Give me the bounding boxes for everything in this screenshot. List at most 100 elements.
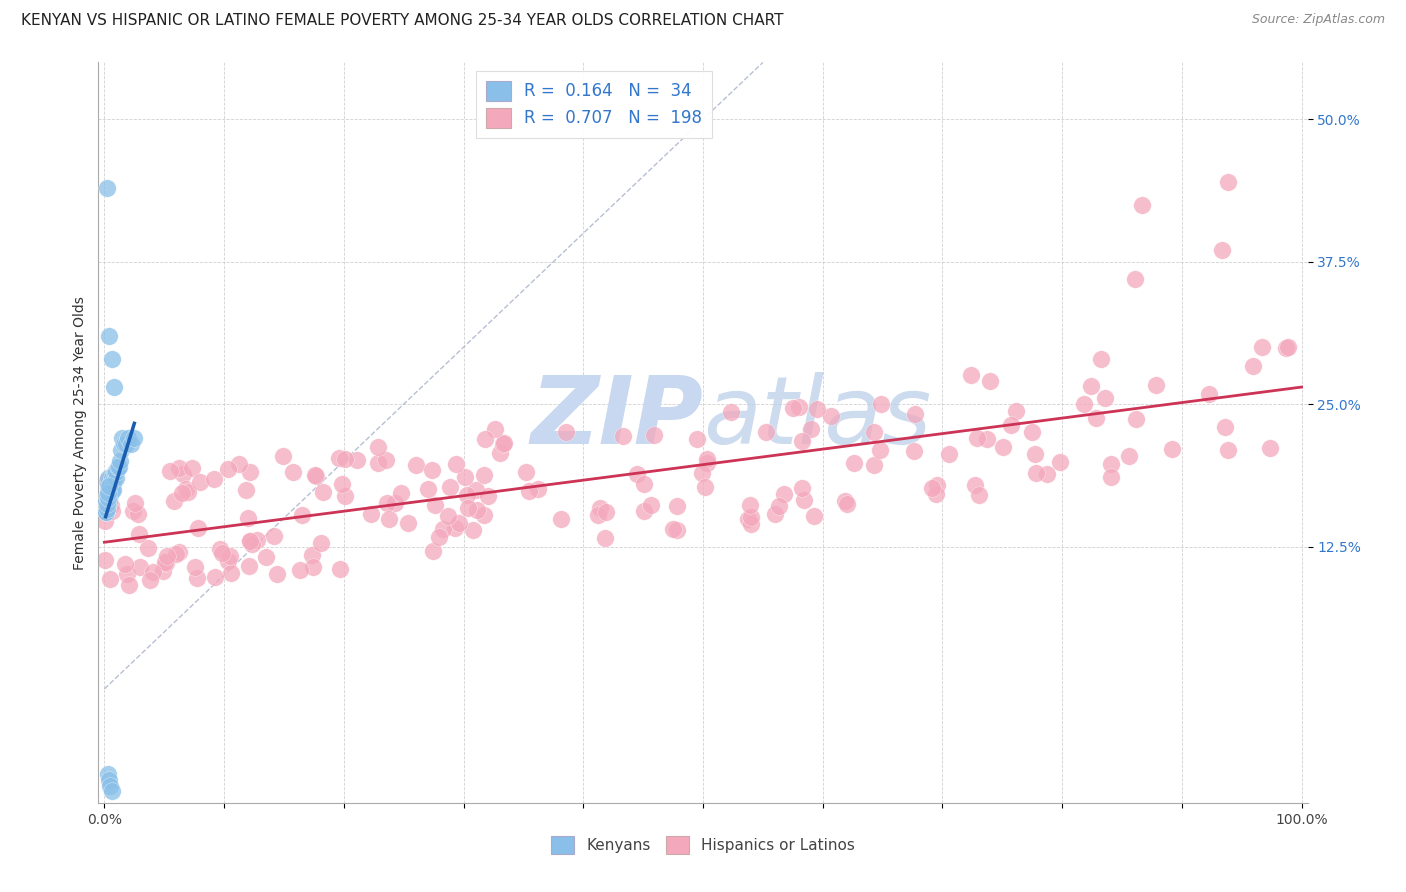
Point (643, 428, 665, 442)
Point (165, 547, 187, 561)
Point (793, 492, 815, 507)
Point (187, 521, 209, 535)
Point (1258, 441, 1281, 455)
Point (100, 476, 122, 491)
Point (720, 405, 742, 419)
Point (863, 458, 886, 473)
Point (1080, 378, 1102, 392)
Point (593, 531, 616, 545)
Point (291, 508, 314, 522)
Point (662, 522, 685, 536)
Point (186, 571, 208, 585)
Point (965, 478, 987, 492)
Point (312, 485, 335, 500)
Point (136, 541, 159, 555)
Point (555, 425, 578, 440)
Point (219, 566, 242, 580)
Point (110, 442, 132, 457)
Point (447, 516, 470, 530)
Point (112, 437, 135, 451)
Point (515, 465, 537, 479)
Point (755, 425, 778, 439)
Point (209, 542, 232, 557)
Point (1049, 455, 1071, 469)
Point (124, 496, 146, 510)
Point (305, 468, 328, 483)
Legend: Kenyans, Hispanics or Latinos: Kenyans, Hispanics or Latinos (544, 828, 862, 862)
Point (837, 497, 859, 511)
Point (1021, 425, 1043, 439)
Point (595, 505, 617, 519)
Point (789, 401, 811, 415)
Point (492, 436, 515, 450)
Point (177, 485, 200, 500)
Point (690, 466, 713, 480)
Point (181, 460, 204, 475)
Point (820, 409, 842, 423)
Point (96, 475, 118, 489)
Point (842, 456, 865, 470)
Point (97, 480, 120, 494)
Point (122, 504, 145, 518)
Point (127, 507, 149, 521)
Point (118, 577, 141, 591)
Y-axis label: Female Poverty Among 25-34 Year Olds: Female Poverty Among 25-34 Year Olds (73, 295, 87, 570)
Point (101, 476, 124, 491)
Point (612, 429, 634, 443)
Point (1118, 450, 1140, 464)
Point (96, 502, 118, 516)
Point (740, 516, 762, 531)
Point (96, 500, 118, 514)
Point (184, 559, 207, 574)
Point (489, 445, 512, 459)
Point (768, 499, 790, 513)
Point (782, 401, 804, 415)
Point (302, 559, 325, 574)
Point (238, 558, 260, 573)
Point (398, 516, 420, 530)
Point (773, 487, 796, 501)
Point (108, 454, 131, 468)
Point (97, 486, 120, 500)
Point (1275, 341, 1298, 355)
Point (103, 380, 125, 394)
Point (105, 466, 128, 480)
Point (288, 563, 311, 577)
Point (100, 483, 122, 497)
Point (271, 450, 294, 464)
Point (367, 440, 389, 454)
Point (740, 510, 762, 524)
Point (517, 483, 540, 498)
Point (94, 514, 117, 528)
Point (1036, 467, 1059, 481)
Point (1099, 457, 1122, 471)
Point (1161, 442, 1184, 456)
Point (238, 510, 260, 524)
Point (640, 498, 662, 512)
Point (97, 491, 120, 505)
Point (432, 522, 454, 536)
Point (427, 530, 450, 544)
Point (330, 476, 353, 491)
Point (266, 567, 288, 582)
Point (696, 456, 718, 470)
Point (304, 467, 326, 482)
Point (328, 450, 350, 465)
Text: Source: ZipAtlas.com: Source: ZipAtlas.com (1251, 13, 1385, 27)
Point (626, 467, 648, 481)
Point (384, 496, 406, 510)
Point (239, 533, 262, 548)
Point (925, 478, 948, 492)
Point (693, 480, 716, 494)
Point (94, 505, 117, 519)
Point (311, 536, 333, 550)
Point (1144, 378, 1167, 392)
Point (96, 180, 118, 194)
Point (869, 442, 891, 457)
Point (96, 497, 118, 511)
Point (1025, 466, 1047, 480)
Point (527, 483, 550, 497)
Point (217, 462, 239, 476)
Point (188, 475, 211, 490)
Point (1277, 340, 1299, 354)
